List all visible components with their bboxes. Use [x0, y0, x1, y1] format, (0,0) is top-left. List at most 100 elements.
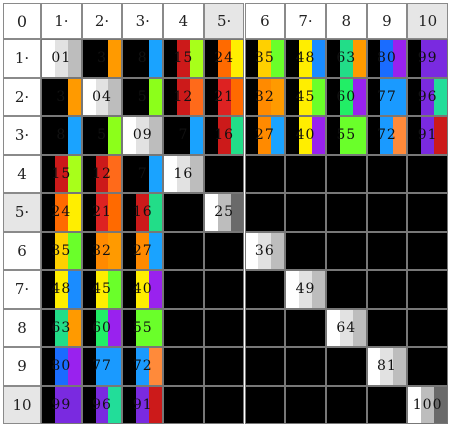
grid-cell-r5-c8[interactable] — [325, 193, 367, 232]
grid-cell-r3-c8[interactable]: 55 — [325, 116, 367, 155]
grid-cell-r4-c2[interactable]: 12 — [81, 154, 123, 193]
grid-cell-r4-c1[interactable]: 15 — [41, 154, 82, 193]
grid-cell-r8-c8[interactable]: 64 — [325, 308, 367, 347]
grid-cell-r8-c5[interactable] — [203, 308, 245, 347]
grid-cell-r7-c9[interactable] — [366, 270, 408, 309]
grid-cell-r6-c9[interactable] — [366, 231, 408, 270]
grid-cell-r3-c6[interactable]: 27 — [244, 116, 286, 155]
grid-cell-r1-c1[interactable]: 01 — [41, 39, 82, 78]
grid-cell-r7-c8[interactable] — [325, 270, 367, 309]
grid-cell-r1-c10[interactable]: 99 — [407, 39, 448, 78]
grid-cell-r5-c4[interactable] — [163, 193, 204, 232]
grid-cell-r7-c10[interactable] — [407, 270, 448, 309]
grid-cell-r4-c7[interactable] — [285, 154, 326, 193]
grid-cell-r6-c6[interactable]: 36 — [244, 231, 286, 270]
grid-cell-r8-c2[interactable]: 60 — [81, 308, 123, 347]
grid-cell-r10-c6[interactable] — [244, 385, 286, 424]
grid-cell-r1-c2[interactable]: 3 — [81, 39, 123, 78]
grid-cell-r3-c10[interactable]: 91 — [407, 116, 448, 155]
grid-cell-r5-c10[interactable] — [407, 193, 448, 232]
grid-cell-r10-c4[interactable] — [163, 385, 204, 424]
grid-cell-r6-c2[interactable]: 32 — [81, 231, 123, 270]
grid-cell-r1-c8[interactable]: 63 — [325, 39, 367, 78]
grid-cell-r8-c4[interactable] — [163, 308, 204, 347]
grid-cell-r8-c7[interactable] — [285, 308, 326, 347]
grid-cell-r5-c6[interactable] — [244, 193, 286, 232]
grid-cell-r10-c5[interactable] — [203, 385, 245, 424]
grid-cell-r7-c6[interactable] — [244, 270, 286, 309]
grid-cell-r10-c1[interactable]: 99 — [41, 385, 82, 424]
grid-cell-r9-c9[interactable]: 81 — [366, 347, 408, 386]
grid-cell-r9-c6[interactable] — [244, 347, 286, 386]
grid-cell-r4-c5[interactable] — [203, 154, 245, 193]
grid-cell-r2-c3[interactable]: 5 — [122, 77, 164, 116]
grid-cell-r9-c2[interactable]: 77 — [81, 347, 123, 386]
grid-cell-r4-c3[interactable]: 7 — [122, 154, 164, 193]
grid-cell-r3-c5[interactable]: 16 — [203, 116, 245, 155]
grid-cell-r4-c6[interactable] — [244, 154, 286, 193]
grid-cell-r6-c1[interactable]: 35 — [41, 231, 82, 270]
grid-cell-r2-c2[interactable]: 04 — [81, 77, 123, 116]
grid-cell-r8-c9[interactable] — [366, 308, 408, 347]
grid-cell-r10-c3[interactable]: 91 — [122, 385, 164, 424]
grid-cell-r3-c9[interactable]: 72 — [366, 116, 408, 155]
grid-cell-r6-c4[interactable] — [163, 231, 204, 270]
grid-cell-r2-c9[interactable]: 77 — [366, 77, 408, 116]
grid-cell-r6-c8[interactable] — [325, 231, 367, 270]
grid-cell-r4-c10[interactable] — [407, 154, 448, 193]
grid-cell-r1-c5[interactable]: 24 — [203, 39, 245, 78]
grid-cell-r2-c4[interactable]: 12 — [163, 77, 204, 116]
grid-cell-r6-c10[interactable] — [407, 231, 448, 270]
grid-cell-r9-c10[interactable] — [407, 347, 448, 386]
grid-cell-r10-c10[interactable]: 100 — [407, 385, 448, 424]
grid-cell-r10-c8[interactable] — [325, 385, 367, 424]
grid-cell-r2-c8[interactable]: 60 — [325, 77, 367, 116]
grid-cell-r5-c2[interactable]: 21 — [81, 193, 123, 232]
grid-cell-r7-c2[interactable]: 45 — [81, 270, 123, 309]
grid-cell-r2-c1[interactable]: 3 — [41, 77, 82, 116]
grid-cell-r1-c9[interactable]: 80 — [366, 39, 408, 78]
grid-cell-r9-c7[interactable] — [285, 347, 326, 386]
grid-cell-r3-c1[interactable]: 8 — [41, 116, 82, 155]
grid-cell-r9-c4[interactable] — [163, 347, 204, 386]
grid-cell-r9-c3[interactable]: 72 — [122, 347, 164, 386]
grid-cell-r4-c9[interactable] — [366, 154, 408, 193]
grid-cell-r7-c7[interactable]: 49 — [285, 270, 326, 309]
grid-cell-r3-c7[interactable]: 40 — [285, 116, 326, 155]
grid-cell-r1-c3[interactable]: 8 — [122, 39, 164, 78]
grid-cell-r1-c6[interactable]: 35 — [244, 39, 286, 78]
grid-cell-r8-c3[interactable]: 55 — [122, 308, 164, 347]
grid-cell-r4-c4[interactable]: 16 — [163, 154, 204, 193]
grid-cell-r9-c1[interactable]: 80 — [41, 347, 82, 386]
grid-cell-r5-c9[interactable] — [366, 193, 408, 232]
grid-cell-r5-c5[interactable]: 25 — [203, 193, 245, 232]
grid-cell-r1-c4[interactable]: 15 — [163, 39, 204, 78]
grid-cell-r10-c7[interactable] — [285, 385, 326, 424]
grid-cell-r8-c10[interactable] — [407, 308, 448, 347]
grid-cell-r2-c6[interactable]: 32 — [244, 77, 286, 116]
grid-cell-r7-c3[interactable]: 40 — [122, 270, 164, 309]
grid-cell-r5-c1[interactable]: 24 — [41, 193, 82, 232]
grid-cell-r8-c1[interactable]: 63 — [41, 308, 82, 347]
grid-cell-r3-c3[interactable]: 09 — [122, 116, 164, 155]
grid-cell-r6-c7[interactable] — [285, 231, 326, 270]
grid-cell-r4-c8[interactable] — [325, 154, 367, 193]
grid-cell-r10-c9[interactable] — [366, 385, 408, 424]
grid-cell-r6-c5[interactable] — [203, 231, 245, 270]
grid-cell-r7-c5[interactable] — [203, 270, 245, 309]
grid-cell-r7-c4[interactable] — [163, 270, 204, 309]
grid-cell-r9-c8[interactable] — [325, 347, 367, 386]
grid-cell-r2-c10[interactable]: 96 — [407, 77, 448, 116]
grid-cell-r3-c4[interactable]: 7 — [163, 116, 204, 155]
grid-cell-r5-c3[interactable]: 16 — [122, 193, 164, 232]
grid-cell-r2-c7[interactable]: 45 — [285, 77, 326, 116]
grid-cell-r6-c3[interactable]: 27 — [122, 231, 164, 270]
grid-cell-r7-c1[interactable]: 48 — [41, 270, 82, 309]
grid-cell-r9-c5[interactable] — [203, 347, 245, 386]
grid-cell-r5-c7[interactable] — [285, 193, 326, 232]
grid-cell-r10-c2[interactable]: 96 — [81, 385, 123, 424]
grid-cell-r1-c7[interactable]: 48 — [285, 39, 326, 78]
grid-cell-r8-c6[interactable] — [244, 308, 286, 347]
grid-cell-r2-c5[interactable]: 21 — [203, 77, 245, 116]
grid-cell-r3-c2[interactable]: 5 — [81, 116, 123, 155]
